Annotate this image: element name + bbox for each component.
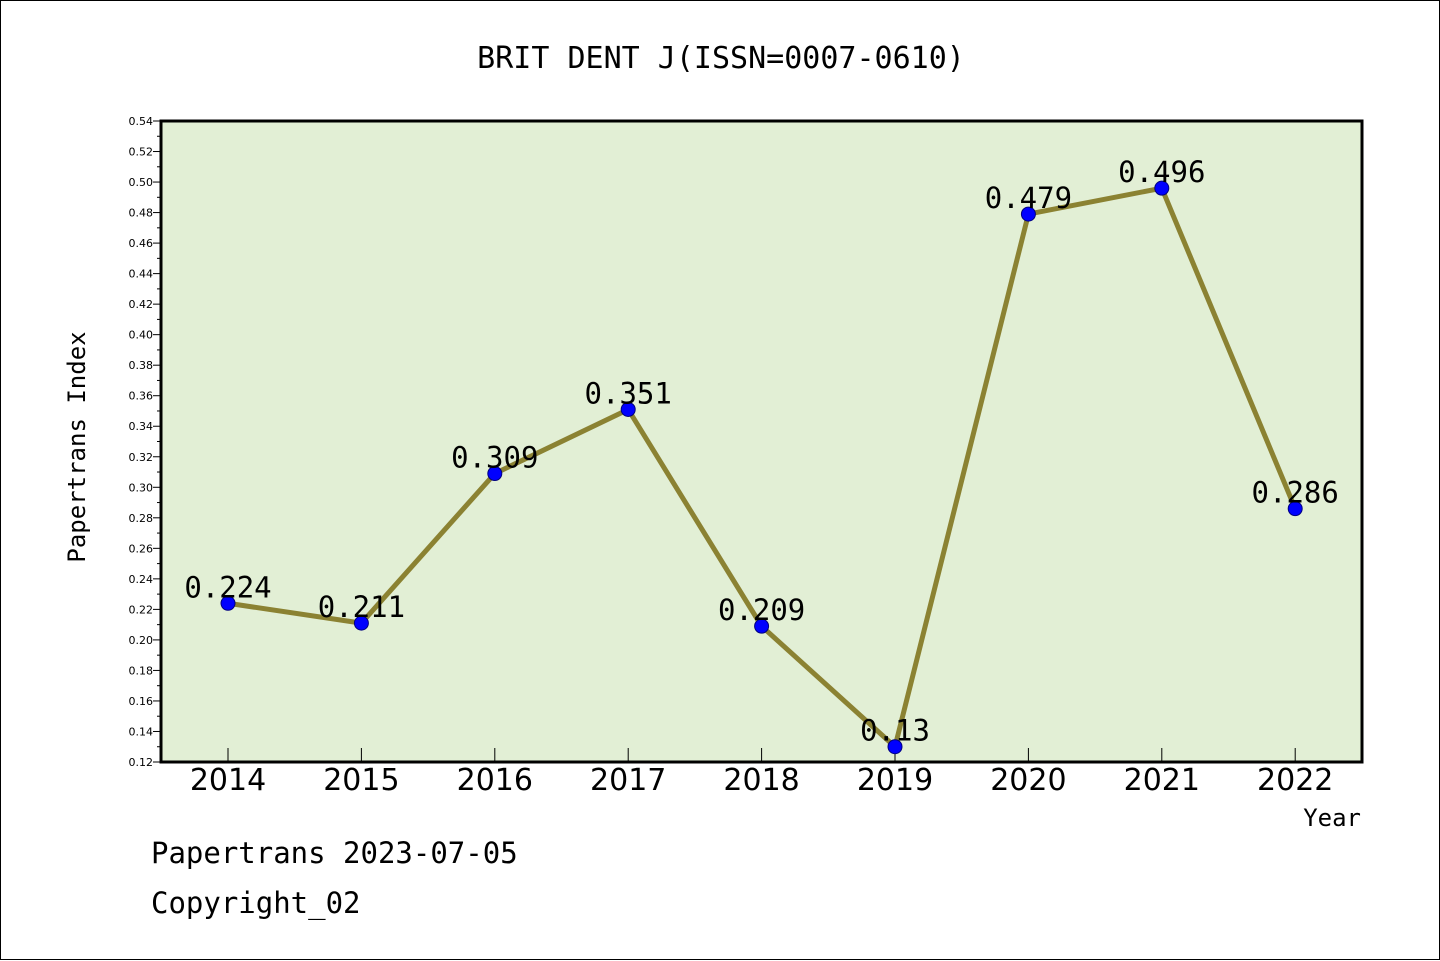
data-label: 0.286 <box>1252 476 1339 510</box>
data-label: 0.479 <box>985 181 1072 215</box>
data-point <box>887 739 903 755</box>
plot-area <box>159 119 1364 764</box>
y-tick-label: 0.50 <box>129 176 154 189</box>
y-tick-label: 0.34 <box>129 420 154 433</box>
data-point <box>487 466 503 482</box>
data-point <box>220 595 236 611</box>
y-tick-label: 0.16 <box>129 695 154 708</box>
chart-title: BRIT DENT J(ISSN=0007-0610) <box>477 41 965 76</box>
y-tick-label: 0.38 <box>129 359 154 372</box>
data-label: 0.224 <box>184 570 271 604</box>
data-point <box>1154 180 1170 196</box>
y-tick-label: 0.18 <box>129 664 154 677</box>
y-tick-label: 0.24 <box>129 573 154 586</box>
data-labels: 0.224 0.211 0.309 0.351 0.209 0.13 0.479 0.496 0… <box>184 155 1339 748</box>
data-point <box>353 615 369 631</box>
y-tick-label: 0.40 <box>129 329 154 342</box>
data-point <box>1287 501 1303 517</box>
x-tick-label: 2014 <box>190 763 266 798</box>
y-axis-ticks: 0.12 0.14 0.16 0.18 0.20 0.22 0.24 0.26 0.28 0.30… <box>129 115 161 769</box>
y-tick-label: 0.12 <box>129 756 154 769</box>
data-point <box>620 401 636 417</box>
y-tick-label: 0.46 <box>129 237 154 250</box>
y-tick-label: 0.20 <box>129 634 154 647</box>
y-tick-label: 0.42 <box>129 298 154 311</box>
series-layer <box>220 180 1303 755</box>
y-tick-label: 0.26 <box>129 542 154 555</box>
footer-date: Papertrans 2023-07-05 <box>151 836 518 870</box>
x-axis-label: Year <box>1303 804 1361 832</box>
y-tick-label: 0.36 <box>129 390 154 403</box>
x-tick-label: 2019 <box>857 763 933 798</box>
x-tick-label: 2017 <box>590 763 666 798</box>
data-label: 0.13 <box>860 714 930 748</box>
data-label: 0.496 <box>1118 155 1205 189</box>
y-axis-label: Papertrans Index <box>63 331 91 562</box>
x-tick-label: 2015 <box>323 763 399 798</box>
x-tick-label: 2018 <box>723 763 799 798</box>
data-label: 0.351 <box>585 376 672 410</box>
y-tick-label: 0.52 <box>129 146 154 159</box>
footer-copyright: Copyright_02 <box>151 886 361 920</box>
data-label: 0.209 <box>718 593 805 627</box>
x-tick-label: 2020 <box>990 763 1066 798</box>
y-tick-label: 0.44 <box>129 268 154 281</box>
x-tick-label: 2016 <box>457 763 533 798</box>
data-point <box>754 618 770 634</box>
x-axis-ticks: 2014 2015 2016 2017 2018 2019 2020 2021 2022 <box>190 748 1333 798</box>
data-point <box>1020 206 1036 222</box>
data-label: 0.309 <box>451 441 538 475</box>
data-label: 0.211 <box>318 590 405 624</box>
y-tick-label: 0.28 <box>129 512 154 525</box>
y-tick-label: 0.22 <box>129 603 154 616</box>
y-tick-label: 0.14 <box>129 725 154 738</box>
y-tick-label: 0.30 <box>129 481 154 494</box>
y-tick-label: 0.54 <box>129 115 154 128</box>
y-tick-label: 0.32 <box>129 451 154 464</box>
x-tick-label: 2021 <box>1124 763 1200 798</box>
y-tick-label: 0.48 <box>129 207 154 220</box>
x-tick-label: 2022 <box>1257 763 1333 798</box>
